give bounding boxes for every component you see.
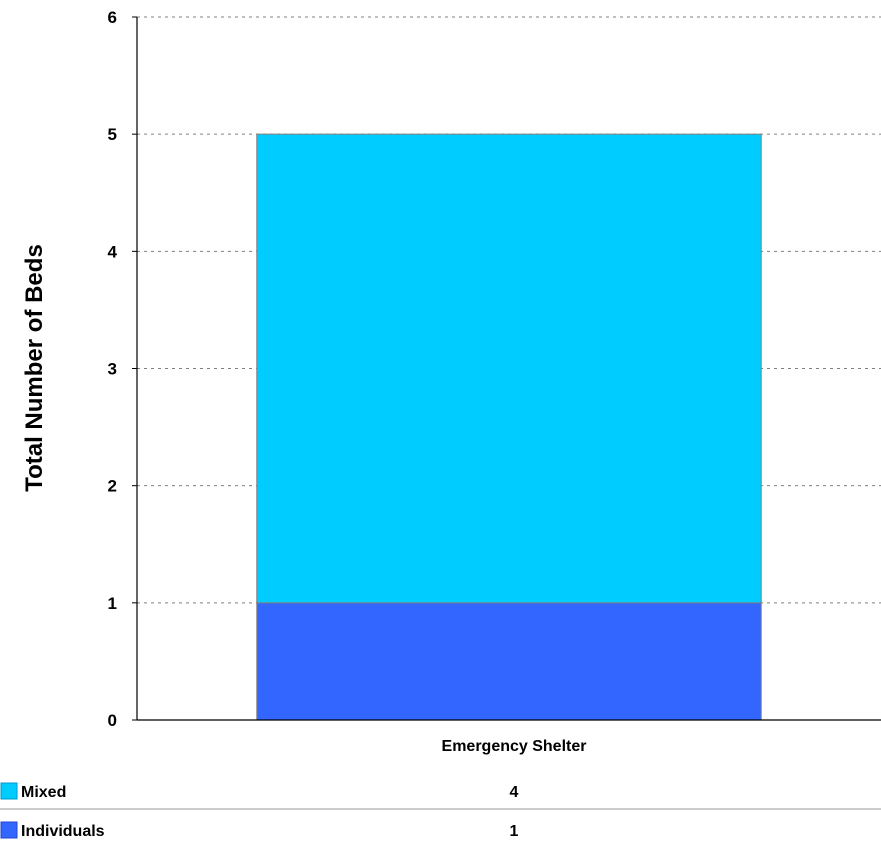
y-tick-label-5: 5 (108, 125, 117, 144)
y-tick-label-0: 0 (108, 711, 117, 730)
legend-swatch-mixed (0, 782, 18, 800)
legend-swatch-individuals (0, 821, 18, 839)
table-value-individuals: 1 (510, 823, 519, 840)
y-tick-label-2: 2 (108, 477, 117, 496)
legend-label-individuals: Individuals (21, 823, 105, 840)
table-value-mixed: 4 (510, 784, 519, 801)
y-tick-label-3: 3 (108, 360, 117, 379)
bar-individuals (256, 602, 762, 721)
y-tick-label-4: 4 (108, 242, 118, 261)
y-tick-label-6: 6 (108, 8, 117, 27)
legend-data-table: Mixed 4 Individuals 1 (0, 782, 881, 840)
x-category-label: Emergency Shelter (442, 738, 587, 755)
bar-mixed (256, 133, 762, 604)
y-axis-title: Total Number of Beds (21, 244, 48, 492)
legend-label-mixed: Mixed (21, 784, 66, 801)
bars (256, 133, 762, 721)
y-tick-labels: 0 1 2 3 4 5 6 (108, 8, 137, 730)
y-tick-label-1: 1 (108, 594, 117, 613)
